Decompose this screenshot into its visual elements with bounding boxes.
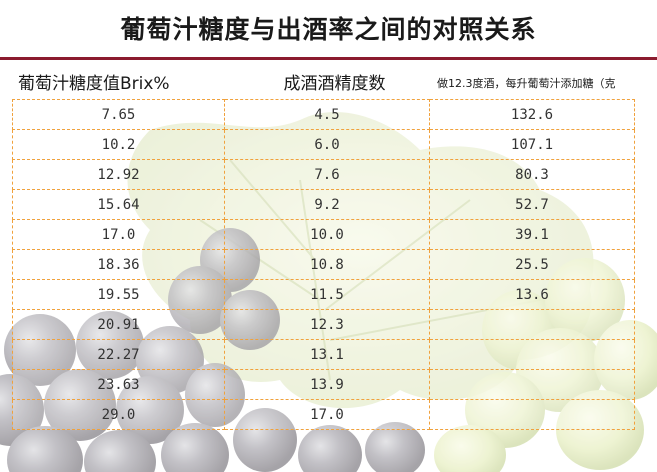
table-row: 18.36 10.8 25.5 [12, 249, 635, 280]
brix-cell: 29.0 [12, 399, 225, 430]
table-row: 20.91 12.3 [12, 309, 635, 340]
sugar-cell: 25.5 [429, 249, 635, 280]
table-row: 22.27 13.1 [12, 339, 635, 370]
alcohol-cell: 7.6 [224, 159, 430, 190]
brix-cell: 20.91 [12, 309, 225, 340]
table-row: 19.55 11.5 13.6 [12, 279, 635, 310]
alcohol-cell: 17.0 [224, 399, 430, 430]
alcohol-cell: 10.8 [224, 249, 430, 280]
brix-cell: 23.63 [12, 369, 225, 400]
title-divider [0, 57, 657, 60]
table-row: 17.0 10.0 39.1 [12, 219, 635, 250]
alcohol-cell: 10.0 [224, 219, 430, 250]
sugar-cell: 107.1 [429, 129, 635, 160]
sugar-cell: 80.3 [429, 159, 635, 190]
brix-cell: 19.55 [12, 279, 225, 310]
table-row: 29.0 17.0 [12, 399, 635, 430]
conversion-table: 7.65 4.5 132.6 10.2 6.0 107.1 12.92 7.6 … [12, 99, 635, 430]
brix-cell: 7.65 [12, 99, 225, 130]
header-sugar-added: 做12.3度酒，每升葡萄汁添加糖（克 [437, 77, 616, 90]
sugar-cell [429, 399, 635, 430]
brix-cell: 17.0 [12, 219, 225, 250]
alcohol-cell: 12.3 [224, 309, 430, 340]
table-row: 7.65 4.5 132.6 [12, 99, 635, 130]
sugar-cell: 132.6 [429, 99, 635, 130]
alcohol-cell: 4.5 [224, 99, 430, 130]
table-row: 23.63 13.9 [12, 369, 635, 400]
table-row: 10.2 6.0 107.1 [12, 129, 635, 160]
alcohol-cell: 6.0 [224, 129, 430, 160]
brix-cell: 18.36 [12, 249, 225, 280]
brix-cell: 22.27 [12, 339, 225, 370]
brix-cell: 12.92 [12, 159, 225, 190]
header-brix: 葡萄汁糖度值Brix% [18, 74, 170, 94]
sugar-cell [429, 309, 635, 340]
alcohol-cell: 13.9 [224, 369, 430, 400]
alcohol-cell: 11.5 [224, 279, 430, 310]
sugar-cell [429, 339, 635, 370]
alcohol-cell: 9.2 [224, 189, 430, 220]
sugar-cell [429, 369, 635, 400]
sugar-cell: 13.6 [429, 279, 635, 310]
brix-cell: 10.2 [12, 129, 225, 160]
sugar-cell: 39.1 [429, 219, 635, 250]
sugar-cell: 52.7 [429, 189, 635, 220]
alcohol-cell: 13.1 [224, 339, 430, 370]
page-title: 葡萄汁糖度与出酒率之间的对照关系 [120, 15, 537, 44]
brix-cell: 15.64 [12, 189, 225, 220]
table-row: 15.64 9.2 52.7 [12, 189, 635, 220]
header-alcohol: 成酒酒精度数 [283, 74, 386, 94]
table-row: 12.92 7.6 80.3 [12, 159, 635, 190]
